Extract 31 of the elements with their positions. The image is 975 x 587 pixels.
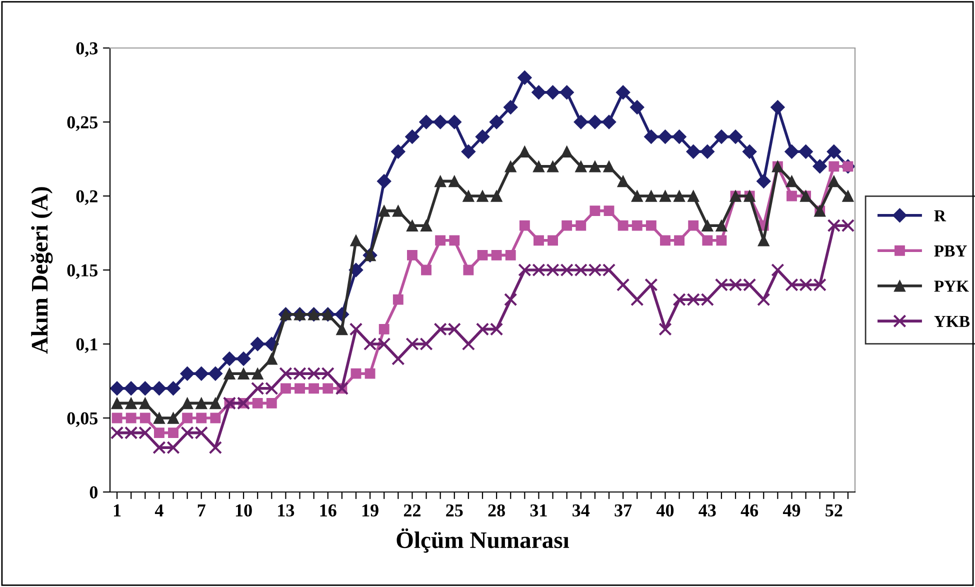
legend-label: R — [934, 210, 946, 222]
x-tick-label: 52 — [826, 504, 842, 517]
legend-label: YKB — [934, 316, 970, 327]
x-axis-title: Ölçüm Numarası — [396, 528, 570, 553]
x-tick-label: 13 — [278, 504, 294, 517]
x-tick-label: 28 — [488, 504, 505, 517]
y-axis-title: Akım Değeri (A) — [30, 187, 53, 354]
x-tick-label: 46 — [740, 504, 758, 517]
x-tick-label: 16 — [320, 504, 336, 517]
x-tick-label: 22 — [404, 504, 420, 516]
x-tick-label: 31 — [530, 504, 547, 517]
x-tick-label: 19 — [362, 504, 378, 517]
y-tick-label: 0,1 — [76, 338, 98, 354]
x-tick-label: 25 — [446, 504, 463, 517]
legend-label: PBY — [934, 246, 967, 256]
x-tick-label: 49 — [782, 504, 800, 517]
y-tick-label: 0,05 — [67, 412, 98, 428]
y-tick-label: 0,3 — [76, 42, 98, 58]
x-tick-label: 40 — [656, 504, 674, 517]
x-tick-label: 4 — [154, 504, 164, 516]
x-tick-label: 10 — [236, 504, 252, 517]
x-tick-label: 1 — [114, 504, 121, 516]
legend-label: PYK — [934, 280, 969, 292]
y-tick-label: 0 — [90, 486, 98, 498]
x-tick-label: 43 — [698, 504, 716, 517]
y-tick-label: 0,25 — [67, 116, 98, 132]
x-tick-label: 34 — [572, 504, 590, 517]
x-tick-label: 37 — [614, 504, 632, 517]
y-tick-label: 0,2 — [76, 190, 98, 206]
y-tick-label: 0,15 — [67, 264, 98, 280]
x-tick-label: 7 — [198, 504, 206, 516]
